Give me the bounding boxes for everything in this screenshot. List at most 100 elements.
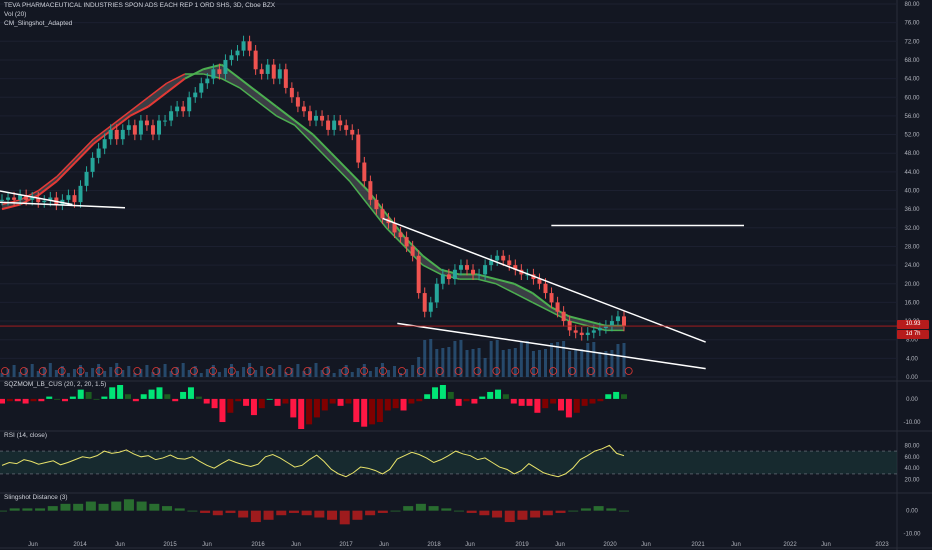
volume-bar bbox=[223, 368, 227, 377]
earnings-marker bbox=[190, 367, 198, 375]
volume-bar bbox=[97, 364, 101, 377]
earnings-marker bbox=[379, 367, 387, 375]
candle-body bbox=[555, 302, 560, 312]
sqz-bar bbox=[510, 398, 517, 404]
candle-body bbox=[235, 50, 240, 56]
candle-body bbox=[326, 120, 331, 130]
ema-fast-segment bbox=[111, 115, 131, 131]
slingshot-bar bbox=[504, 510, 515, 523]
sqz-bar bbox=[487, 391, 494, 399]
volume-bar bbox=[284, 372, 288, 377]
rsi-band bbox=[0, 451, 897, 474]
earnings-marker bbox=[341, 367, 350, 375]
candle-body bbox=[446, 274, 451, 280]
volume-bar bbox=[260, 366, 264, 377]
slingshot-bar bbox=[377, 510, 388, 513]
candle-body bbox=[301, 106, 306, 112]
sqz-bar bbox=[282, 398, 289, 404]
price-tick-label: 4.00 bbox=[906, 356, 918, 362]
volume-bar bbox=[356, 368, 360, 377]
sqz-bar bbox=[85, 391, 92, 399]
sqz-bar bbox=[471, 398, 478, 404]
slingshot-bar bbox=[111, 501, 122, 511]
candle-body bbox=[271, 64, 276, 79]
volume-bar bbox=[441, 348, 445, 377]
volume-bar bbox=[604, 351, 608, 377]
volume-bar bbox=[217, 372, 221, 377]
slingshot-bar bbox=[453, 510, 464, 512]
slingshot-bar bbox=[542, 510, 553, 516]
candle-body bbox=[615, 316, 620, 322]
volume-bar bbox=[103, 371, 107, 377]
rsi-tick-label: 80.00 bbox=[904, 443, 920, 449]
x-tick-label: 2018 bbox=[427, 542, 441, 548]
earnings-marker bbox=[568, 367, 576, 375]
slingshot-bar bbox=[619, 510, 629, 512]
candle-body bbox=[138, 120, 143, 135]
candle-body bbox=[525, 274, 530, 276]
slingshot-bar bbox=[136, 501, 147, 511]
sqz-bar bbox=[14, 398, 21, 402]
candle-body bbox=[199, 83, 204, 93]
ema-slow-segment bbox=[532, 301, 552, 313]
x-tick-label: Jun bbox=[465, 542, 475, 548]
volume-bar bbox=[574, 350, 578, 377]
volume-bar bbox=[471, 349, 475, 377]
slingshot-bar bbox=[162, 506, 173, 511]
sqz-bar bbox=[558, 398, 565, 411]
volume-bar bbox=[121, 370, 125, 377]
sqz-bar bbox=[61, 398, 68, 402]
slingshot-bar bbox=[250, 510, 261, 523]
sqz-bar bbox=[101, 396, 108, 399]
volume-bar bbox=[616, 344, 620, 377]
volume-bar bbox=[127, 366, 131, 377]
candle-body bbox=[30, 197, 35, 200]
sqz-bar bbox=[621, 394, 627, 399]
x-tick-label: 2021 bbox=[691, 542, 705, 548]
sqz-bar bbox=[439, 385, 446, 399]
candle-body bbox=[597, 328, 602, 331]
volume-bar bbox=[139, 369, 143, 377]
candle-body bbox=[283, 69, 288, 88]
ema-slow-segment bbox=[147, 82, 168, 98]
sqzmom-title: SQZMOM_LB_CUS (20, 2, 20, 1.5) bbox=[4, 381, 107, 388]
price-tick-label: 28.00 bbox=[904, 244, 920, 250]
volume-bar bbox=[314, 363, 318, 377]
sqz-bar bbox=[266, 398, 273, 400]
candle-body bbox=[609, 321, 614, 326]
ema-slow-segment bbox=[477, 278, 497, 285]
ema-slow-segment bbox=[495, 283, 515, 294]
volume-bar bbox=[423, 340, 427, 377]
earnings-marker bbox=[171, 367, 180, 375]
earnings-marker bbox=[303, 367, 312, 375]
candle-body bbox=[78, 185, 83, 203]
ema-slow-segment bbox=[330, 161, 351, 182]
candle-body bbox=[458, 265, 463, 270]
price-tick-label: 24.00 bbox=[904, 263, 920, 269]
candle-body bbox=[229, 55, 234, 60]
volume-bar bbox=[380, 363, 384, 377]
x-tick-label: 2020 bbox=[603, 542, 617, 548]
candle-body bbox=[193, 92, 198, 98]
candle-body bbox=[495, 255, 500, 261]
volume-bar bbox=[501, 350, 505, 377]
candle-body bbox=[338, 120, 343, 126]
volume-bar bbox=[24, 368, 28, 377]
ema-slow-segment bbox=[568, 320, 588, 327]
sqz-bar bbox=[180, 391, 187, 399]
candle-body bbox=[48, 197, 53, 201]
sqz-bar bbox=[565, 398, 572, 418]
trendline bbox=[0, 201, 126, 209]
candle-body bbox=[350, 129, 355, 135]
candle-body bbox=[295, 97, 300, 107]
price-tick-label: 80.00 bbox=[904, 2, 920, 8]
rsi-title: RSI (14, close) bbox=[4, 432, 47, 439]
candle-body bbox=[307, 111, 312, 121]
volume-bar bbox=[622, 343, 626, 377]
earnings-marker bbox=[19, 367, 28, 375]
sqz-bar bbox=[69, 396, 76, 399]
price-tick-label: 8.00 bbox=[906, 338, 918, 344]
earnings-marker bbox=[624, 367, 633, 375]
slingshot-bar bbox=[276, 510, 287, 516]
